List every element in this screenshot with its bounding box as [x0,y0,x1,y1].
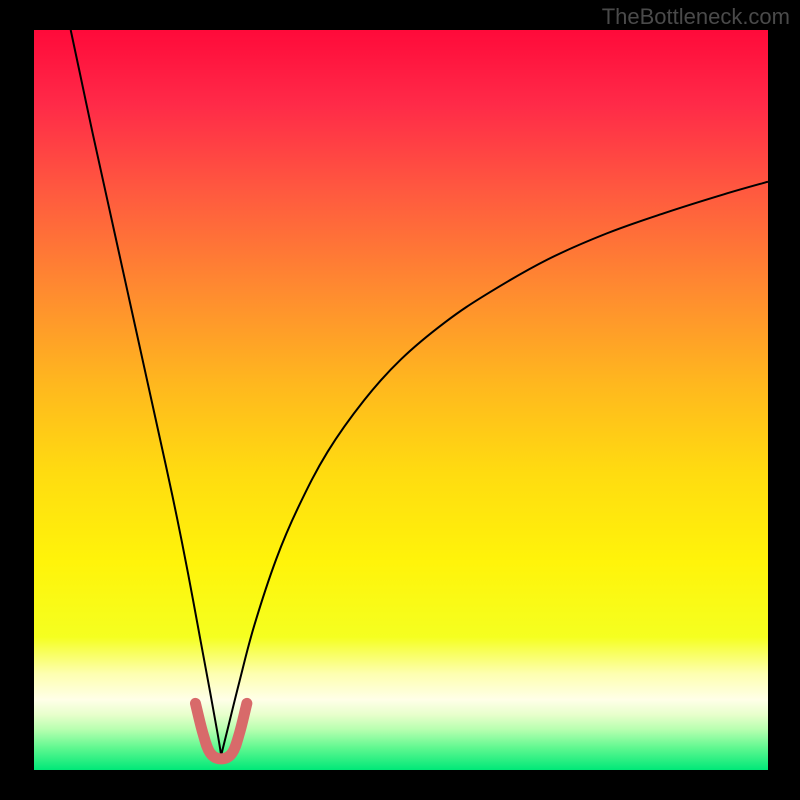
curve-left [71,30,221,755]
curve-right [221,182,768,756]
plot-area [34,30,768,770]
watermark-text: TheBottleneck.com [602,4,790,30]
chart-svg-overlay [34,30,768,770]
